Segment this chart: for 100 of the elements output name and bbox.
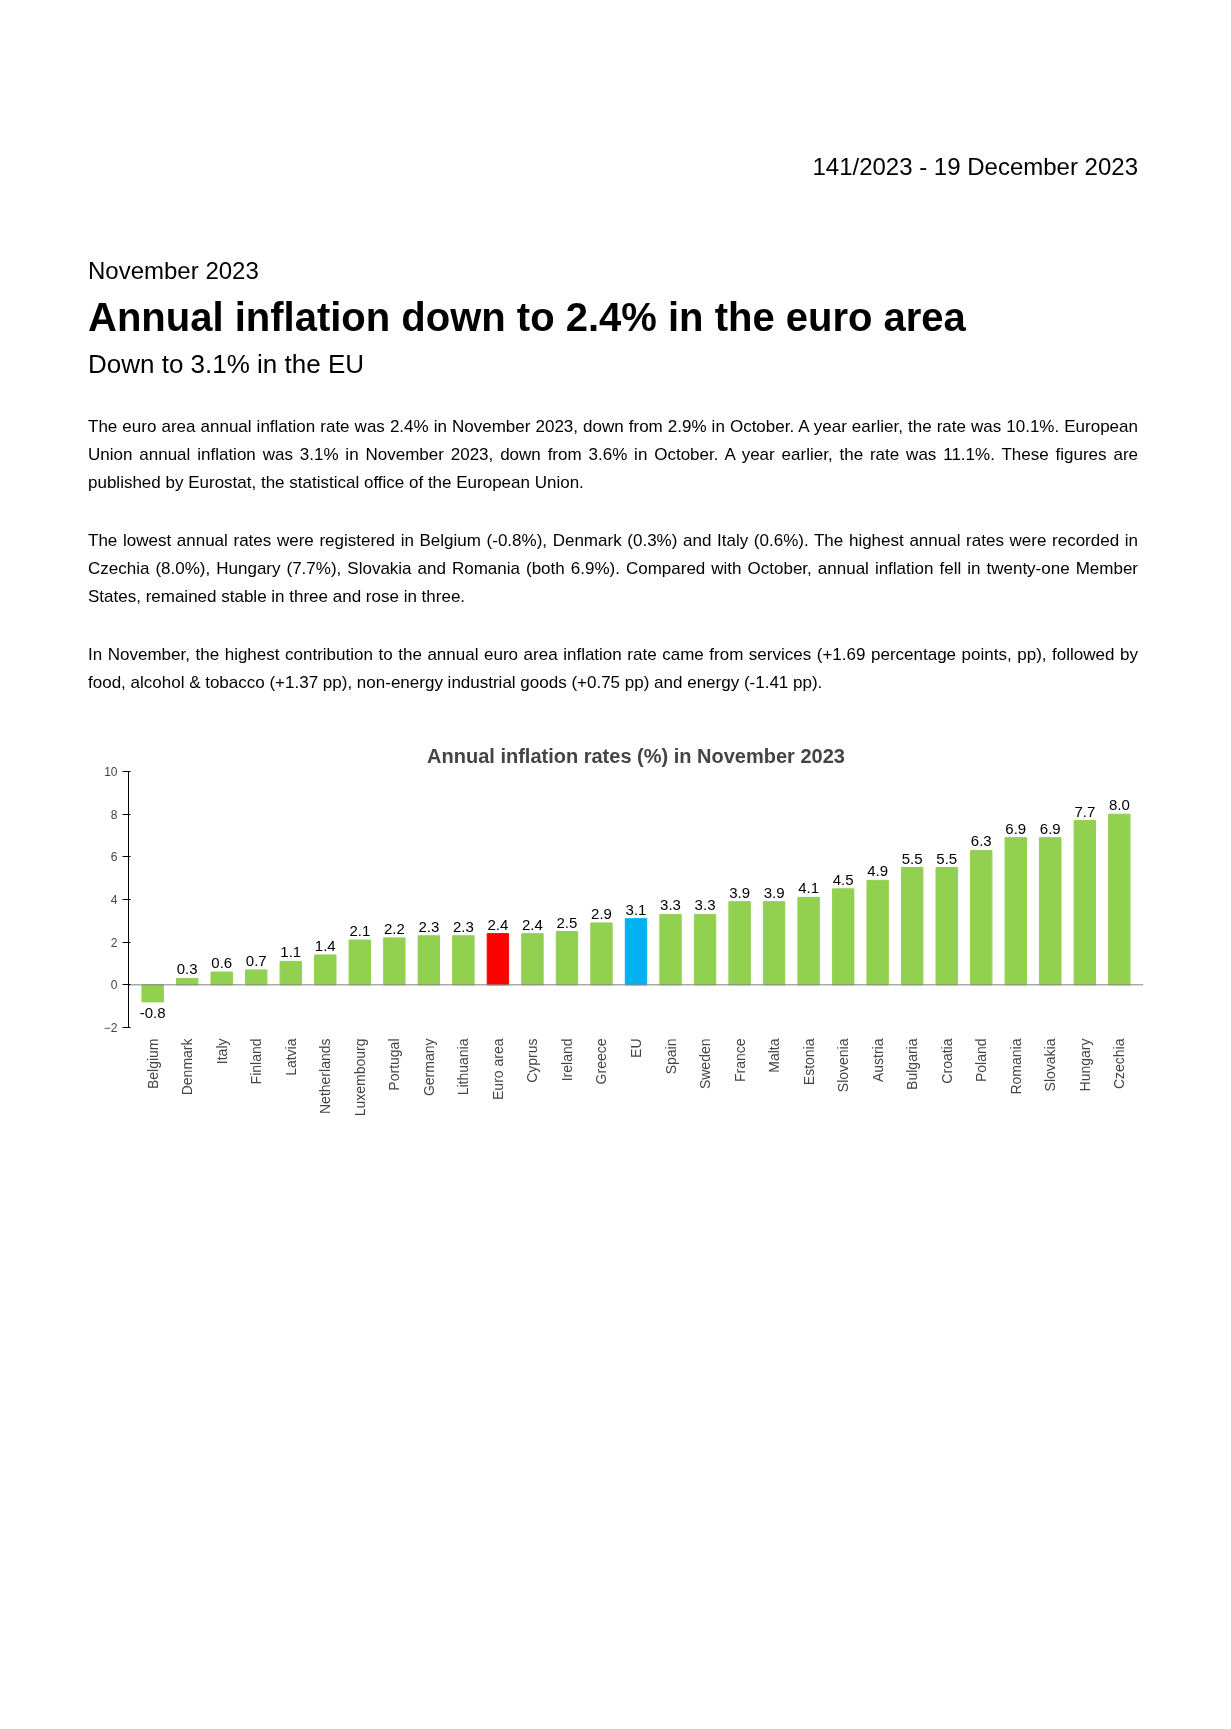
bar bbox=[1004, 837, 1027, 986]
bar bbox=[314, 954, 337, 986]
data-label: 6.3 bbox=[970, 832, 992, 850]
x-tick-label: Spain bbox=[662, 1038, 679, 1075]
bar bbox=[279, 961, 302, 986]
data-label: 2.9 bbox=[591, 905, 612, 923]
x-tick-label: Denmark bbox=[179, 1037, 196, 1096]
y-tick-label: 6 bbox=[110, 850, 118, 865]
x-tick-label: Netherlands bbox=[317, 1038, 334, 1115]
bar bbox=[900, 867, 924, 986]
x-tick-label: Finland bbox=[248, 1038, 265, 1085]
data-label: 3.3 bbox=[694, 896, 716, 914]
bar bbox=[866, 880, 889, 986]
bar bbox=[245, 969, 268, 986]
bar bbox=[555, 931, 579, 986]
bar bbox=[970, 850, 993, 986]
data-label: 4.9 bbox=[867, 862, 889, 880]
data-label: 0.6 bbox=[211, 954, 233, 972]
x-tick-label: Romania bbox=[1007, 1038, 1024, 1095]
data-label: 1.1 bbox=[280, 943, 302, 961]
y-tick-label: 10 bbox=[104, 765, 118, 780]
bar bbox=[1073, 820, 1097, 986]
x-tick-label: Lithuania bbox=[455, 1038, 472, 1096]
bar bbox=[728, 901, 751, 986]
bar bbox=[417, 935, 441, 986]
bar bbox=[452, 935, 475, 986]
chart-title: Annual inflation rates (%) in November 2023 bbox=[427, 744, 845, 767]
text: 141/2023 - 19 December 2023 bbox=[811, 152, 1138, 182]
bar bbox=[141, 984, 164, 1003]
data-label: 6.9 bbox=[1039, 819, 1061, 837]
data-label: 7.7 bbox=[1074, 802, 1096, 820]
bar bbox=[1039, 837, 1062, 986]
text: The euro area annual inflation rate was 2.4% in November 2023, down from 2.9% in October. A year earlier, the rate was 10.1%. European Union annual inflation was 3.1% in November 2023, down from 3.6% in October. A year earlier, the rate was 11.1%. These figures are published by Eurostat, the statistical office of the European Union. bbox=[88, 415, 1138, 494]
bar bbox=[590, 922, 613, 986]
y-tick-label: 2 bbox=[110, 935, 118, 950]
data-label: 1.4 bbox=[314, 937, 336, 955]
data-label: 2.4 bbox=[522, 915, 543, 933]
data-label: 0.7 bbox=[245, 952, 267, 970]
bar bbox=[210, 971, 233, 986]
data-label: 2.3 bbox=[418, 917, 440, 935]
x-tick-label: Czechia bbox=[1111, 1038, 1128, 1090]
data-label: 8.0 bbox=[1108, 796, 1130, 814]
bar bbox=[624, 918, 648, 986]
data-label: 6.9 bbox=[1005, 819, 1027, 837]
x-tick-label: Sweden bbox=[697, 1038, 714, 1090]
x-tick-label: Austria bbox=[869, 1038, 886, 1083]
x-tick-label: Germany bbox=[420, 1038, 437, 1097]
x-tick-label: Cyprus bbox=[524, 1038, 541, 1084]
data-label: 2.4 bbox=[487, 915, 509, 933]
data-label: 3.9 bbox=[763, 883, 785, 901]
text: The lowest annual rates were registered in Belgium (-0.8%), Denmark (0.3%) and Italy (0.6%). The highest annual rates were recorded in Czechia (8.0%), Hungary (7.7%), Slovakia and Romania (both 6.9%). Compared with October, annual inflation fell in twenty-one Member States, remained stable in three and rose in three. bbox=[88, 530, 1138, 609]
data-label: 2.2 bbox=[383, 920, 405, 938]
data-label: -0.8 bbox=[139, 1004, 166, 1022]
x-tick-label: Portugal bbox=[386, 1038, 403, 1091]
data-label: 5.5 bbox=[901, 849, 923, 867]
data-label: 4.1 bbox=[798, 879, 820, 897]
x-tick-label: Bulgaria bbox=[904, 1038, 921, 1091]
text: In November, the highest contribution to the annual euro area inflation rate came from services (+1.69 percentage points, pp), followed by food, alcohol & tobacco (+1.37 pp), non-energy industrial goods (+0.75 pp) and energy (-1.41 pp). bbox=[88, 644, 1138, 695]
data-label: 3.1 bbox=[625, 900, 647, 918]
data-label: 5.5 bbox=[936, 849, 958, 867]
x-tick-label: Malta bbox=[766, 1038, 783, 1073]
x-tick-label: France bbox=[731, 1038, 748, 1083]
bar bbox=[935, 867, 958, 986]
x-tick-label: Slovakia bbox=[1042, 1038, 1059, 1092]
y-tick-label: −2 bbox=[103, 1021, 118, 1036]
bar bbox=[693, 914, 717, 986]
data-label: 2.5 bbox=[556, 913, 578, 931]
x-tick-label: Estonia bbox=[800, 1038, 817, 1086]
x-tick-label: Slovenia bbox=[835, 1038, 852, 1093]
bar bbox=[797, 897, 820, 986]
bar bbox=[1108, 813, 1131, 986]
bar bbox=[486, 933, 510, 986]
x-tick-label: Italy bbox=[213, 1038, 230, 1065]
text: Annual inflation down to 2.4% in the euro area bbox=[88, 293, 967, 341]
data-label: 2.3 bbox=[452, 917, 474, 935]
text: November 2023 bbox=[88, 256, 260, 287]
x-tick-label: EU bbox=[628, 1038, 644, 1059]
data-label: 4.5 bbox=[832, 871, 854, 889]
x-tick-label: Poland bbox=[973, 1038, 990, 1083]
data-label: 0.3 bbox=[176, 960, 198, 978]
bar bbox=[762, 901, 786, 986]
bar bbox=[831, 888, 855, 986]
x-tick-label: Greece bbox=[593, 1038, 610, 1085]
x-tick-label: Ireland bbox=[558, 1038, 575, 1082]
y-tick-label: 8 bbox=[110, 807, 118, 822]
bar bbox=[383, 937, 406, 986]
x-tick-label: Luxembourg bbox=[351, 1038, 368, 1117]
x-tick-label: Croatia bbox=[938, 1038, 955, 1084]
y-tick-label: 4 bbox=[110, 893, 118, 908]
text: Down to 3.1% in the EU bbox=[88, 347, 366, 381]
data-label: 2.1 bbox=[349, 922, 371, 940]
bar bbox=[348, 939, 372, 986]
x-tick-label: Euro area bbox=[489, 1038, 506, 1101]
x-tick-label: Latvia bbox=[282, 1038, 299, 1077]
y-tick-label: 0 bbox=[110, 978, 118, 993]
bar bbox=[659, 914, 682, 986]
x-tick-label: Hungary bbox=[1076, 1038, 1093, 1092]
x-tick-label: Belgium bbox=[144, 1038, 161, 1090]
data-label: 3.9 bbox=[729, 883, 750, 901]
bar bbox=[521, 933, 544, 986]
